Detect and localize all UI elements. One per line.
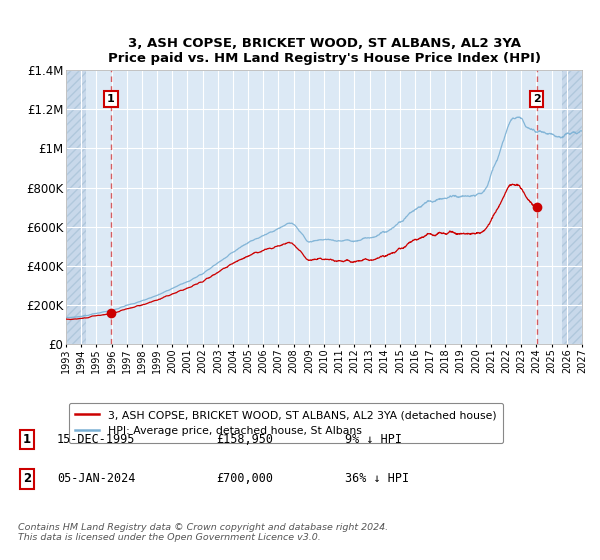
Text: 1: 1 [23, 433, 31, 446]
Text: 15-DEC-1995: 15-DEC-1995 [57, 433, 136, 446]
Text: 2: 2 [533, 94, 541, 104]
Bar [562, 70, 582, 344]
Text: £158,950: £158,950 [216, 433, 273, 446]
Text: £700,000: £700,000 [216, 472, 273, 486]
Text: 1: 1 [107, 94, 115, 104]
Legend: 3, ASH COPSE, BRICKET WOOD, ST ALBANS, AL2 3YA (detached house), HPI: Average pr: 3, ASH COPSE, BRICKET WOOD, ST ALBANS, A… [69, 403, 503, 443]
Title: 3, ASH COPSE, BRICKET WOOD, ST ALBANS, AL2 3YA
Price paid vs. HM Land Registry's: 3, ASH COPSE, BRICKET WOOD, ST ALBANS, A… [107, 36, 541, 64]
Text: 36% ↓ HPI: 36% ↓ HPI [345, 472, 409, 486]
Text: 05-JAN-2024: 05-JAN-2024 [57, 472, 136, 486]
Text: 9% ↓ HPI: 9% ↓ HPI [345, 433, 402, 446]
Text: 2: 2 [23, 472, 31, 486]
Text: Contains HM Land Registry data © Crown copyright and database right 2024.
This d: Contains HM Land Registry data © Crown c… [18, 522, 388, 542]
Bar [66, 70, 86, 344]
